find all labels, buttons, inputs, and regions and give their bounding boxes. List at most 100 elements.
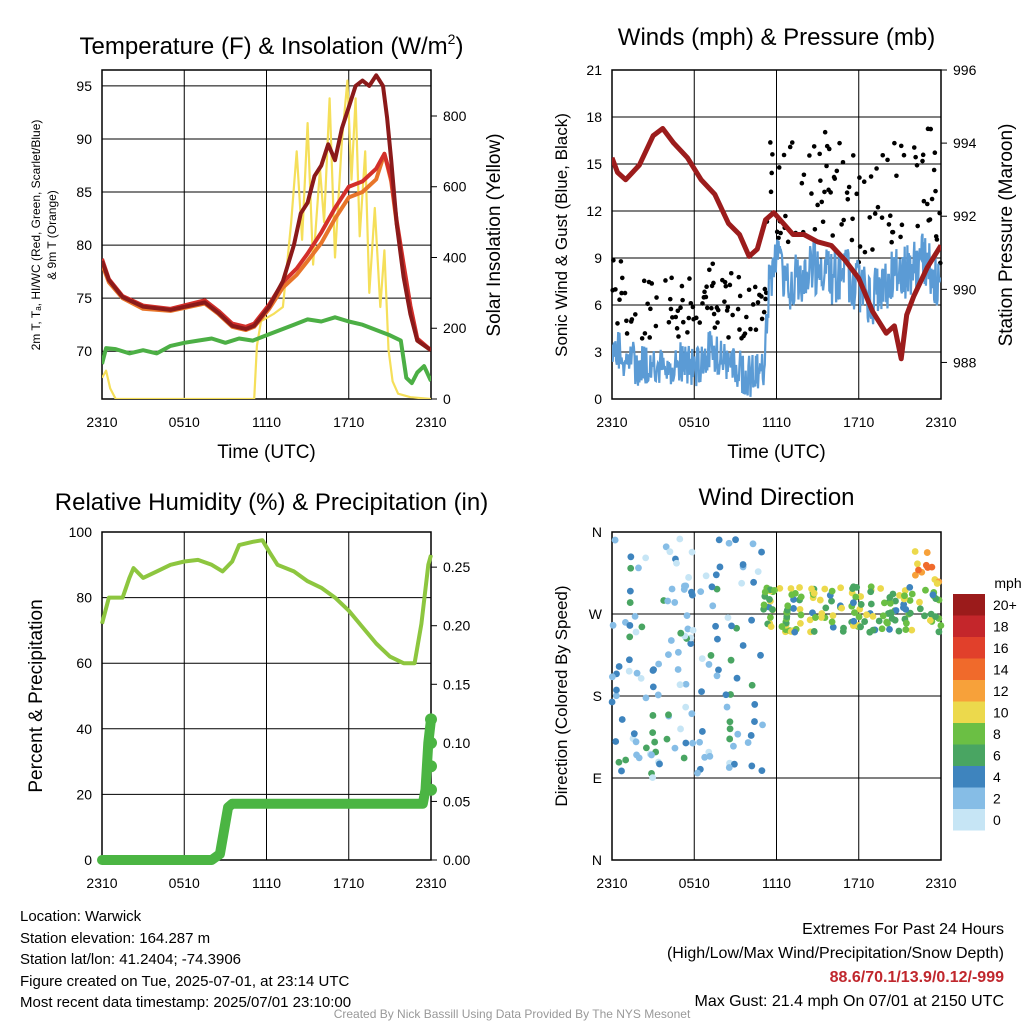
gust-point (880, 152, 886, 158)
legend-label: 18 (993, 619, 1009, 635)
direction-point (908, 590, 916, 598)
direction-point (867, 588, 875, 596)
direction-point (642, 694, 650, 702)
winds-xlabel: Time (UTC) (727, 442, 826, 463)
legend-label: 16 (993, 640, 1009, 656)
direction-point (906, 609, 914, 617)
gust-point (889, 239, 894, 245)
direction-point (630, 730, 638, 738)
legend-label: 12 (993, 683, 1009, 699)
direction-point (697, 588, 705, 596)
direction-point (760, 601, 768, 609)
y2-tick-label: 0.20 (443, 618, 470, 634)
direction-point (867, 600, 875, 608)
y-tick-label: N (592, 524, 602, 540)
gust-point (715, 320, 720, 325)
gust-point (680, 297, 685, 303)
direction-point (892, 597, 899, 605)
direction-point (648, 751, 655, 759)
y-tick-label: 100 (69, 524, 93, 540)
legend-swatch (953, 658, 985, 680)
y-tick-label: 6 (594, 297, 602, 313)
direction-point (723, 703, 731, 711)
direction-point (886, 593, 894, 601)
direction-point (608, 698, 616, 706)
gust-point (728, 270, 734, 276)
direction-point (732, 536, 739, 544)
gust-point (899, 222, 905, 228)
direction-point (726, 735, 734, 743)
gust-point (700, 301, 705, 306)
gust-point (737, 327, 742, 332)
gust-point (885, 157, 890, 163)
direction-point (656, 760, 663, 768)
legend-swatch (953, 594, 985, 616)
y2-tick-label: 600 (443, 179, 467, 195)
direction-point (778, 623, 786, 630)
gust-point (615, 321, 620, 326)
gust-point (653, 323, 659, 329)
direction-point (677, 725, 684, 733)
extremes-values: 88.6/70.1/13.9/0.12/-999 (829, 969, 1004, 986)
direction-point (867, 583, 875, 591)
plot-frame (611, 69, 942, 400)
direction-point (632, 738, 640, 746)
gust-point (934, 237, 940, 242)
direction-point (887, 609, 895, 617)
direction-point (759, 721, 766, 729)
direction-point (896, 591, 903, 599)
gust-point (894, 173, 899, 179)
gust-point (694, 315, 699, 321)
direction-point (757, 651, 764, 659)
gust-point (924, 201, 930, 207)
direction-point (932, 613, 939, 621)
wind-direction-ylabel: Direction (Colored By Speed) (552, 585, 571, 806)
gust-point (663, 278, 668, 283)
direction-point (855, 613, 863, 621)
gust-point (670, 315, 675, 320)
temperature-ylabel-right: Solar Insolation (Yellow) (484, 133, 505, 336)
figure-created: Figure created on Tue, 2025-07-01, at 23… (20, 972, 350, 990)
direction-point (726, 718, 734, 726)
gust-point (826, 146, 832, 152)
direction-point (725, 764, 733, 771)
direction-point (837, 584, 845, 592)
direction-point (714, 635, 721, 643)
x-tick-label: 0510 (679, 875, 710, 891)
legend-swatch (953, 809, 985, 831)
pressure-line (612, 126, 941, 362)
direction-point (886, 625, 893, 633)
gust-point (898, 143, 904, 149)
gust-point (648, 306, 653, 312)
direction-point (734, 730, 742, 738)
gust-point (841, 217, 846, 223)
direction-point (853, 583, 861, 591)
gust-point (727, 282, 733, 288)
y-tick-label: 80 (76, 590, 92, 606)
y-tick-label: 0 (594, 391, 602, 407)
gust-point (688, 300, 694, 306)
direction-point (851, 609, 858, 617)
gust-point (914, 162, 920, 168)
direction-point (613, 686, 620, 694)
y-tick-label: 80 (76, 237, 92, 253)
x-tick-label: 2310 (86, 414, 117, 430)
direction-point (625, 667, 633, 675)
gust-point (911, 145, 917, 150)
direction-point (797, 611, 805, 619)
gust-point (624, 331, 630, 336)
direction-point (655, 660, 663, 668)
gust-point (932, 150, 938, 155)
direction-point (895, 627, 903, 635)
direction-point (812, 614, 819, 621)
direction-point (715, 536, 723, 544)
y2-tick-label: 0.05 (443, 793, 470, 809)
gust-point (667, 296, 673, 302)
y-tick-label: 40 (76, 721, 92, 737)
gust-point (690, 304, 696, 310)
direction-point (886, 599, 894, 607)
direction-point (791, 628, 799, 636)
humidity-panel: Relative Humidity (%) & Precipitation (i… (26, 489, 488, 891)
direction-point (680, 586, 688, 593)
most-recent-data: Most recent data timestamp: 2025/07/01 2… (20, 994, 352, 1011)
